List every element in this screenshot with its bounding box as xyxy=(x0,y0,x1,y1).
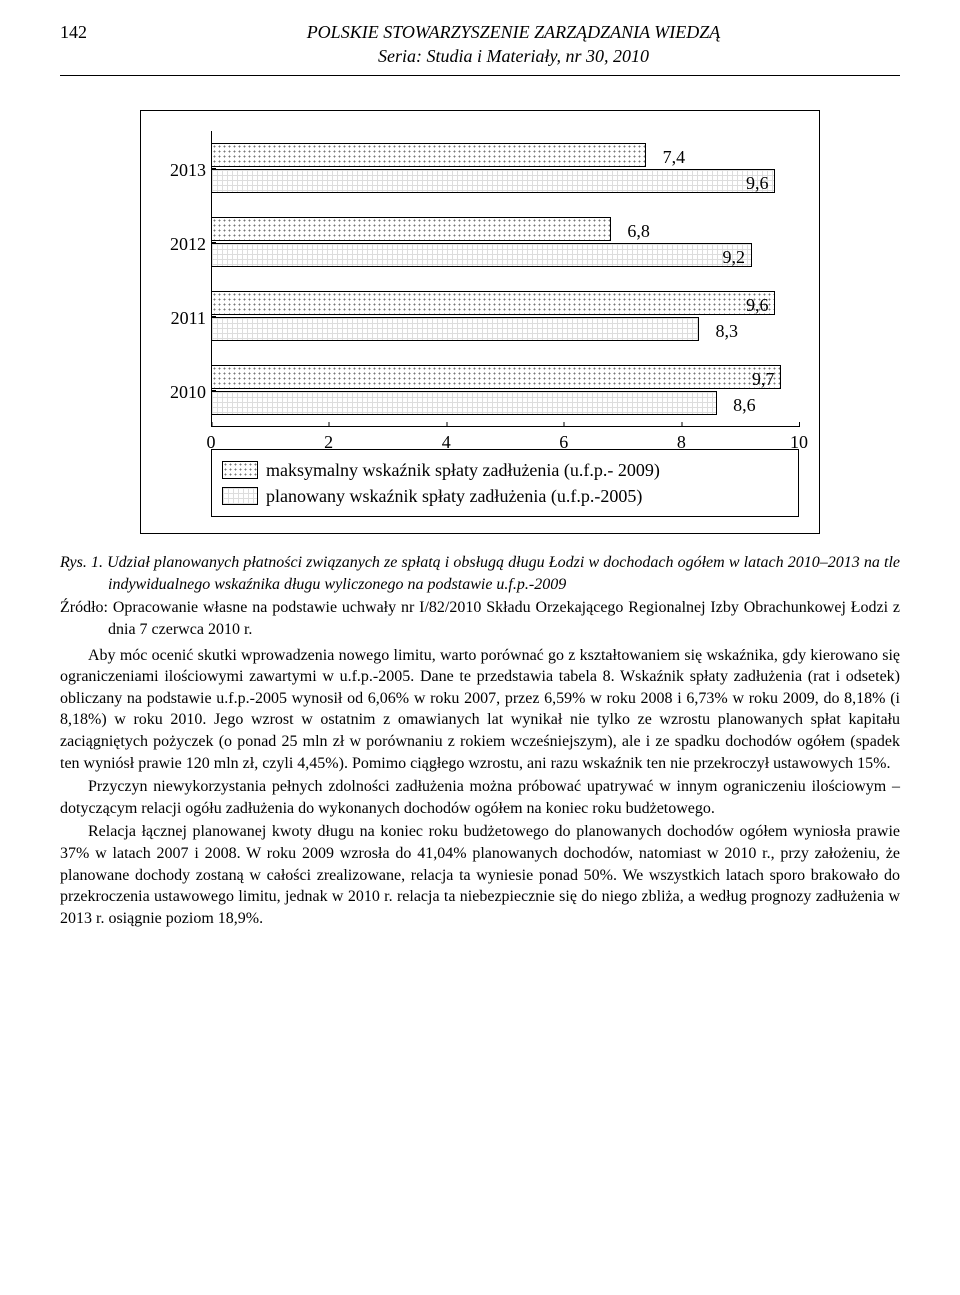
chart-bar: 9,7 xyxy=(211,365,781,389)
journal-title: POLSKIE STOWARZYSZENIE ZARZĄDZANIA WIEDZ… xyxy=(127,20,900,69)
chart-bar-value: 9,6 xyxy=(746,293,769,317)
chart-y-category: 2011 xyxy=(161,306,206,330)
chart-x-axis: 0246810 xyxy=(211,426,799,427)
chart-x-tick: 2 xyxy=(324,430,333,454)
chart-x-tick: 8 xyxy=(677,430,686,454)
chart-bar-value: 8,3 xyxy=(716,319,739,343)
figure-source: Źródło: Opracowanie własne na podstawie … xyxy=(60,597,900,640)
chart-bar-value: 8,6 xyxy=(733,393,756,417)
chart-x-tick: 4 xyxy=(442,430,451,454)
chart-bar: 9,6 xyxy=(211,169,775,193)
chart-bar: 6,8 xyxy=(211,217,611,241)
page-header: 142 POLSKIE STOWARZYSZENIE ZARZĄDZANIA W… xyxy=(60,20,900,69)
legend-swatch-dots xyxy=(222,461,258,479)
chart-bar-value: 9,2 xyxy=(722,245,745,269)
body-paragraph: Aby móc ocenić skutki wprowadzenia noweg… xyxy=(60,645,900,775)
chart-bar-value: 9,7 xyxy=(752,367,775,391)
chart-plot-area: 0246810 20137,49,620126,89,220119,68,320… xyxy=(211,131,799,441)
chart-bar: 8,3 xyxy=(211,317,699,341)
chart-y-category: 2013 xyxy=(161,158,206,182)
chart-y-category: 2012 xyxy=(161,232,206,256)
chart-x-tick: 10 xyxy=(790,430,808,454)
chart-bar: 9,2 xyxy=(211,243,752,267)
legend-row-plan: planowany wskaźnik spłaty zadłużenia (u.… xyxy=(222,484,788,508)
body-paragraph: Relacja łącznej planowanej kwoty długu n… xyxy=(60,821,900,929)
chart-bar: 9,6 xyxy=(211,291,775,315)
figure-caption: Rys. 1. Udział planowanych płatności zwi… xyxy=(60,552,900,595)
journal-title-line2: Seria: Studia i Materiały, nr 30, 2010 xyxy=(378,46,649,66)
journal-title-line1: POLSKIE STOWARZYSZENIE ZARZĄDZANIA WIEDZ… xyxy=(307,22,721,42)
legend-label-plan: planowany wskaźnik spłaty zadłużenia (u.… xyxy=(266,484,642,508)
legend-swatch-grid xyxy=(222,487,258,505)
chart-x-tick: 0 xyxy=(207,430,216,454)
legend-label-max: maksymalny wskaźnik spłaty zadłużenia (u… xyxy=(266,458,660,482)
bar-chart: 0246810 20137,49,620126,89,220119,68,320… xyxy=(140,110,820,535)
figure-caption-text: Udział planowanych płatności związanych … xyxy=(107,554,900,593)
chart-bar-value: 9,6 xyxy=(746,171,769,195)
chart-bar-value: 6,8 xyxy=(627,219,650,243)
body-paragraph: Przyczyn niewykorzystania pełnych zdolno… xyxy=(60,776,900,819)
chart-bar: 7,4 xyxy=(211,143,646,167)
chart-legend: maksymalny wskaźnik spłaty zadłużenia (u… xyxy=(211,449,799,518)
header-rule xyxy=(60,75,900,76)
chart-y-category: 2010 xyxy=(161,380,206,404)
page-number: 142 xyxy=(60,20,87,44)
chart-bar: 8,6 xyxy=(211,391,717,415)
chart-x-tick: 6 xyxy=(559,430,568,454)
legend-row-max: maksymalny wskaźnik spłaty zadłużenia (u… xyxy=(222,458,788,482)
figure-label: Rys. 1. xyxy=(60,554,103,571)
chart-bar-value: 7,4 xyxy=(663,145,686,169)
